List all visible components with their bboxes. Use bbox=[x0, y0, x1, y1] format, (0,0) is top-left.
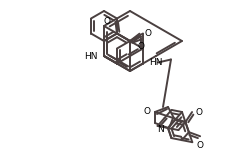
Text: O: O bbox=[196, 141, 203, 150]
Text: O: O bbox=[144, 108, 150, 117]
Text: O: O bbox=[194, 108, 201, 117]
Text: N: N bbox=[156, 125, 163, 134]
Text: O: O bbox=[144, 29, 151, 38]
Text: HN: HN bbox=[148, 58, 162, 67]
Text: O: O bbox=[137, 42, 144, 51]
Text: HN: HN bbox=[84, 51, 98, 60]
Text: O: O bbox=[103, 17, 110, 26]
